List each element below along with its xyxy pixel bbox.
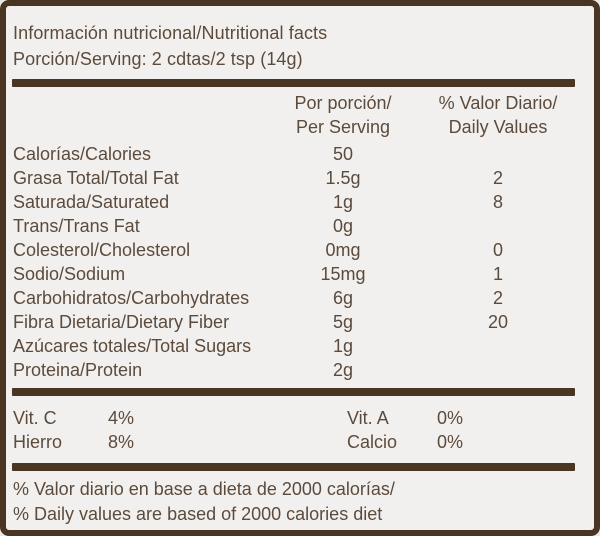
column-spacer	[13, 91, 283, 139]
micronutrient-name: Vit. A	[347, 408, 389, 428]
nutrient-name: Saturada/Saturated	[13, 192, 170, 212]
nutrient-daily-value	[403, 214, 593, 238]
nutrient-daily-value	[403, 358, 593, 382]
nutrient-name: Trans/Trans Fat	[13, 216, 140, 236]
nutrient-daily-value: 2	[492, 288, 503, 308]
micronutrients-section: Vit. C 4% Vit. A 0% Hierro 8% Calcio 0%	[6, 406, 594, 454]
nutrient-name: Carbohidratos/Carbohydrates	[13, 288, 250, 308]
nutrient-daily-value	[403, 142, 593, 166]
divider-bar-middle	[12, 388, 575, 396]
micronutrient-name: Calcio	[347, 432, 398, 452]
micronutrient-name: Vit. C	[13, 408, 57, 428]
nutrient-daily-value: 8	[492, 192, 503, 212]
nutrient-amount: 15mg	[320, 264, 366, 284]
nutrient-name: Colesterol/Cholesterol	[13, 240, 191, 260]
footnote-line-spanish: % Valor diario en base a dieta de 2000 c…	[13, 479, 395, 499]
nutrient-name: Fibra Dietaria/Dietary Fiber	[13, 312, 230, 332]
nutrient-daily-value	[403, 334, 593, 358]
column-headers: Por porción/ Per Serving % Valor Diario/…	[6, 91, 594, 139]
nutrient-daily-value: 0	[492, 240, 503, 260]
nutrient-name: Azúcares totales/Total Sugars	[13, 336, 252, 356]
nutrient-amount: 5g	[332, 312, 354, 332]
serving-size: Porción/Serving: 2 cdtas/2 tsp (14g)	[13, 49, 303, 69]
label-title: Información nutricional/Nutritional fact…	[13, 23, 328, 43]
micronutrient-value: 0%	[437, 432, 464, 452]
footnote-line-english: % Daily values are based of 2000 calorie…	[13, 504, 383, 524]
nutrient-table: Calorías/Calories 50 Grasa Total/Total F…	[6, 142, 594, 382]
nutrient-name: Proteina/Protein	[13, 360, 143, 380]
nutrient-amount: 6g	[332, 288, 354, 308]
micronutrient-value: 4%	[108, 408, 135, 428]
nutrient-name: Grasa Total/Total Fat	[13, 168, 179, 188]
nutrient-amount: 1g	[332, 192, 354, 212]
nutrient-amount: 1g	[332, 336, 354, 356]
label-header: Información nutricional/Nutritional fact…	[13, 20, 587, 72]
nutrient-amount: 0mg	[325, 240, 361, 260]
nutrient-amount: 50	[332, 144, 354, 164]
column-header-per-serving: Por porción/ Per Serving	[294, 93, 392, 137]
nutrient-name: Sodio/Sodium	[13, 264, 126, 284]
micronutrient-name: Hierro	[13, 432, 63, 452]
nutrient-daily-value: 20	[487, 312, 509, 332]
nutrient-name: Calorías/Calories	[13, 144, 152, 164]
nutrient-daily-value: 1	[492, 264, 503, 284]
nutrient-amount: 2g	[332, 360, 354, 380]
divider-bar-bottom	[12, 463, 575, 471]
micronutrient-value: 0%	[437, 408, 464, 428]
nutrient-daily-value: 2	[492, 168, 503, 188]
divider-bar-top	[12, 79, 575, 87]
nutrient-amount: 1.5g	[325, 168, 361, 188]
daily-value-footnote: % Valor diario en base a dieta de 2000 c…	[13, 477, 587, 527]
column-header-daily-value: % Valor Diario/ Daily Values	[438, 93, 558, 137]
micronutrient-value: 8%	[108, 432, 135, 452]
nutrient-amount: 0g	[332, 216, 354, 236]
